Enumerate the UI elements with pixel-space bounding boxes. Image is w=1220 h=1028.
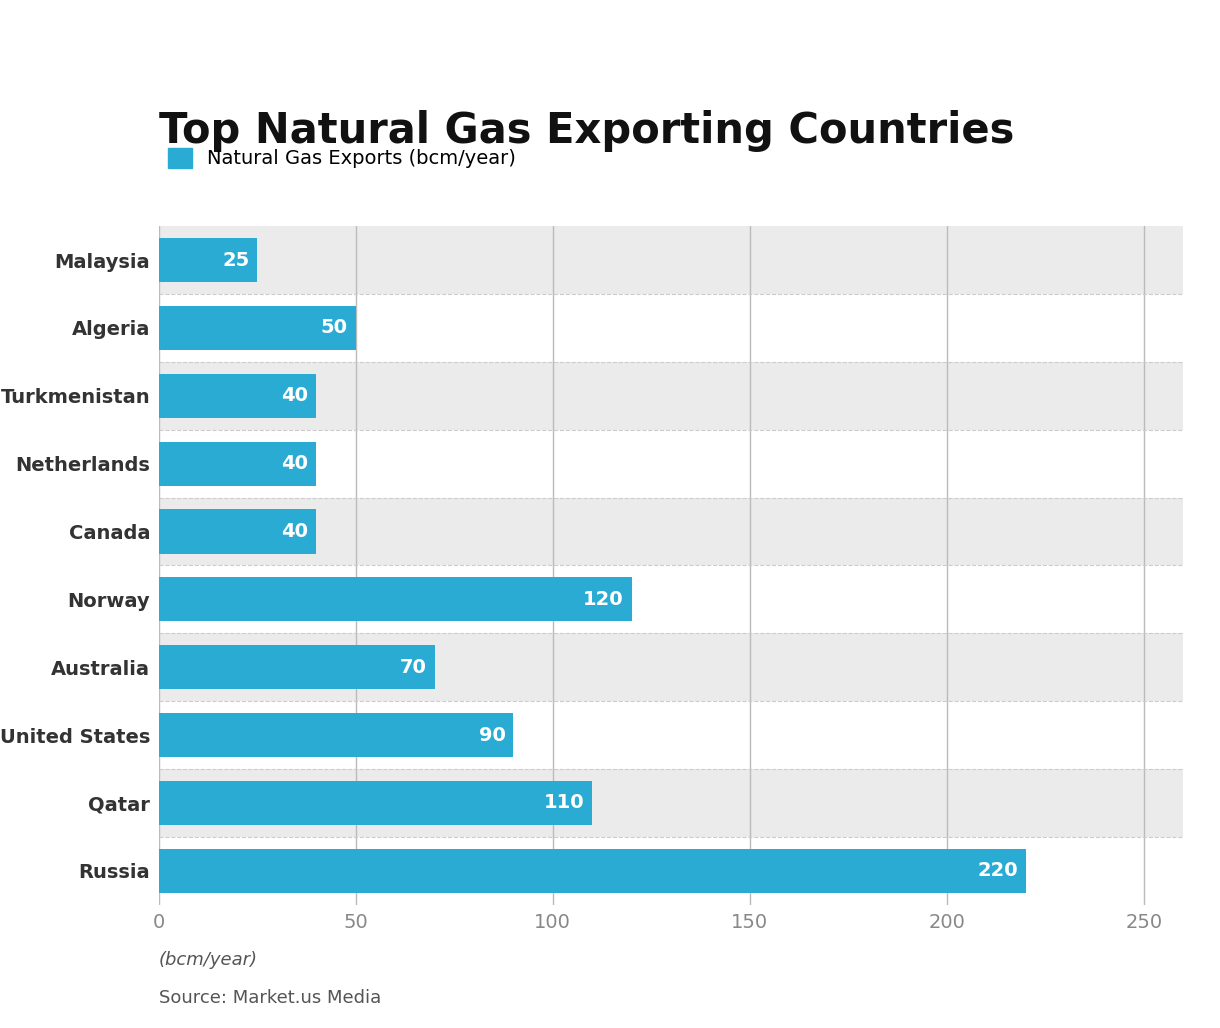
Bar — [159, 510, 316, 553]
Text: Source: Market.us Media: Source: Market.us Media — [159, 989, 381, 1007]
Text: 90: 90 — [478, 726, 505, 744]
Text: 25: 25 — [222, 251, 249, 269]
Bar — [159, 781, 592, 824]
Bar — [159, 578, 632, 621]
Bar — [159, 306, 356, 350]
Bar — [159, 238, 257, 282]
Bar — [159, 442, 316, 485]
Text: 220: 220 — [977, 861, 1017, 880]
Text: 70: 70 — [400, 658, 427, 676]
Text: 50: 50 — [321, 319, 348, 337]
Bar — [159, 837, 1183, 905]
Bar — [159, 498, 1183, 565]
Bar — [159, 646, 434, 689]
Text: 40: 40 — [282, 387, 309, 405]
Bar — [159, 713, 514, 757]
Bar — [159, 849, 1026, 892]
Text: Top Natural Gas Exporting Countries: Top Natural Gas Exporting Countries — [159, 110, 1014, 152]
Text: (bcm/year): (bcm/year) — [159, 951, 257, 969]
Text: 110: 110 — [544, 794, 584, 812]
Bar — [159, 565, 1183, 633]
Bar — [159, 226, 1183, 294]
Text: 40: 40 — [282, 454, 309, 473]
Bar — [159, 769, 1183, 837]
Text: 120: 120 — [583, 590, 623, 609]
Legend: Natural Gas Exports (bcm/year): Natural Gas Exports (bcm/year) — [168, 148, 516, 169]
Text: 40: 40 — [282, 522, 309, 541]
Bar — [159, 362, 1183, 430]
Bar — [159, 701, 1183, 769]
Bar — [159, 633, 1183, 701]
Bar — [159, 430, 1183, 498]
Bar — [159, 294, 1183, 362]
Bar — [159, 374, 316, 417]
